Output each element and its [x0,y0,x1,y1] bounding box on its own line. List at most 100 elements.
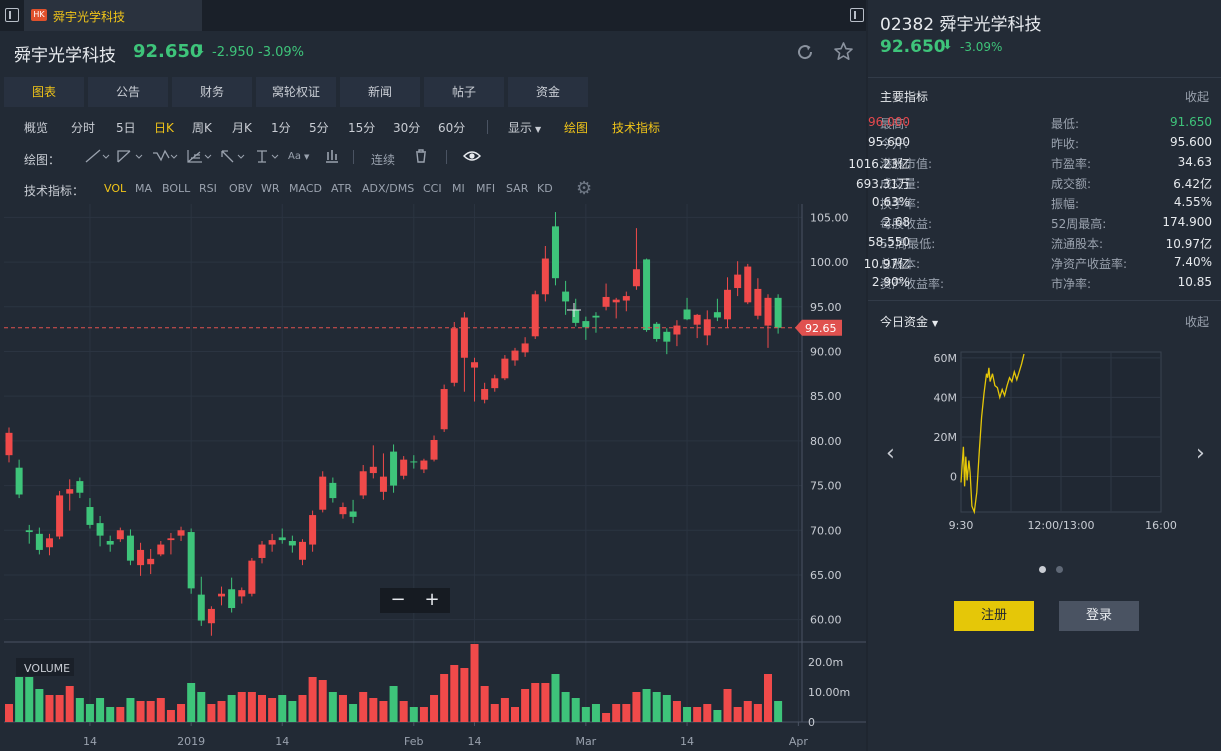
candle-body [167,538,175,541]
stat-label: 52周最低: [880,237,936,251]
indicator-cci[interactable]: CCI [423,182,442,195]
display-menu[interactable]: 显示 ▼ [508,119,541,136]
volume-bar [197,692,206,722]
period-30min[interactable]: 30分 [393,121,421,135]
period-overview[interactable]: 概览 [24,121,49,135]
indicator-rsi[interactable]: RSI [199,182,217,195]
volume-bar [359,692,368,722]
period-15min[interactable]: 15分 [348,121,376,135]
volume-bar [369,698,378,722]
period-weekly-k[interactable]: 周K [192,121,212,135]
quote-panel: 02382 舜宇光学科技 92.650 ⬇ -3.09% 主要指标 收起 最高:… [848,0,1221,751]
key-indicators-collapse[interactable]: 收起 [1184,90,1209,104]
volume-bar [774,701,783,722]
period-monthly-k[interactable]: 月K [232,121,252,135]
draw-toggle[interactable]: 绘图 [564,121,589,135]
eye-icon[interactable] [462,148,482,167]
wave-tool-icon[interactable] [151,148,179,167]
tab-funds[interactable]: 资金 [508,77,588,107]
divider [487,120,488,134]
indicator-ma[interactable]: MA [135,182,153,195]
indicator-sar[interactable]: SAR [506,182,529,195]
period-daily-k[interactable]: 日K [154,121,174,135]
volume-bar [136,701,145,722]
stat-value: 2.68 [883,215,910,229]
volume-bar [683,707,692,722]
indicator-mfi[interactable]: MFI [476,182,496,195]
candle-body [602,296,610,307]
stat-label: 每股收益: [880,217,933,231]
candle-body [45,538,53,548]
candle-body [349,511,357,517]
candle-body [116,530,124,540]
volume-bar [146,701,155,722]
measure-tool-icon[interactable] [255,148,281,167]
candle-body [288,540,296,546]
fibonacci-tool-icon[interactable] [186,148,214,167]
indicator-adx[interactable]: ADX/DMS [362,182,415,195]
tab-news[interactable]: 新闻 [340,77,420,107]
period-5day[interactable]: 5日 [116,121,136,135]
tab-financials[interactable]: 财务 [172,77,252,107]
candle-body [76,481,84,493]
funds-menu[interactable]: 今日资金 ▼ [880,313,938,330]
volume-bar [338,695,347,722]
period-60min[interactable]: 60分 [438,121,466,135]
candle-body [319,476,327,510]
volume-bar [753,704,762,722]
stock-tab[interactable]: HK 舜宇光学科技 [24,0,202,31]
indicator-obv[interactable]: OBV [229,182,253,195]
volume-bar [399,701,408,722]
tab-posts[interactable]: 帖子 [424,77,504,107]
volume-bar [551,674,560,722]
carousel-dot-active[interactable] [1039,566,1046,573]
zoom-out-button[interactable]: − [390,589,406,610]
chevron-right-icon[interactable]: › [1196,441,1205,466]
volume-bar [25,677,34,722]
indicators-toggle[interactable]: 技术指标 [612,121,661,135]
y-tick-label: 75.00 [810,480,842,493]
indicator-atr[interactable]: ATR [331,182,353,195]
refresh-icon[interactable] [795,42,815,62]
volume-tick-label: 20.0m [808,656,843,669]
stat-label: 总股本: [880,257,921,271]
candle-body [298,541,306,560]
indicator-vol[interactable]: VOL [104,182,127,195]
drawing-toolbar: 绘图： Aa ▼ 连续 [0,145,866,169]
candlestick-chart[interactable]: 105.00 100.00 95.00 90.00 85.00 80.00 75.00 70.… [0,200,866,751]
register-button[interactable]: 注册 [954,601,1034,631]
quote-code-name: 02382 舜宇光学科技 [880,15,1042,35]
carousel-dot[interactable] [1056,566,1063,573]
candle-body [126,535,134,561]
period-5min[interactable]: 5分 [309,121,329,135]
indicator-wr[interactable]: WR [261,182,280,195]
tab-chart[interactable]: 图表 [4,77,84,107]
favorite-star-icon[interactable] [833,41,854,62]
indicator-boll[interactable]: BOLL [162,182,191,195]
indicator-mi[interactable]: MI [452,182,465,195]
tab-announcements[interactable]: 公告 [88,77,168,107]
chevron-left-icon[interactable]: ‹ [886,441,895,466]
line-tool-icon[interactable] [84,148,110,167]
candle-body [35,533,43,550]
text-tool-label: Aa [288,151,301,162]
sidebar-toggle-icon[interactable] [5,8,19,22]
candle-body [238,590,246,597]
funds-collapse[interactable]: 收起 [1184,315,1209,329]
channel-tool-icon[interactable] [116,148,144,167]
candle-style-icon[interactable] [324,148,340,167]
period-1min[interactable]: 1分 [271,121,291,135]
chart-background [0,200,866,751]
login-button[interactable]: 登录 [1059,601,1139,631]
continuous-draw-toggle[interactable]: 连续 [371,153,396,167]
text-tool-icon[interactable]: Aa ▼ [288,151,309,162]
settings-gear-icon[interactable]: ⚙ [576,178,593,199]
arrow-tool-icon[interactable] [219,148,247,167]
indicator-kd[interactable]: KD [537,182,553,195]
tab-warrants[interactable]: 窝轮权证 [256,77,336,107]
period-intraday[interactable]: 分时 [71,121,96,135]
zoom-in-button[interactable]: + [424,589,440,610]
trash-icon[interactable] [413,148,429,167]
panel-toggle-icon[interactable] [850,8,864,22]
indicator-macd[interactable]: MACD [289,182,322,195]
